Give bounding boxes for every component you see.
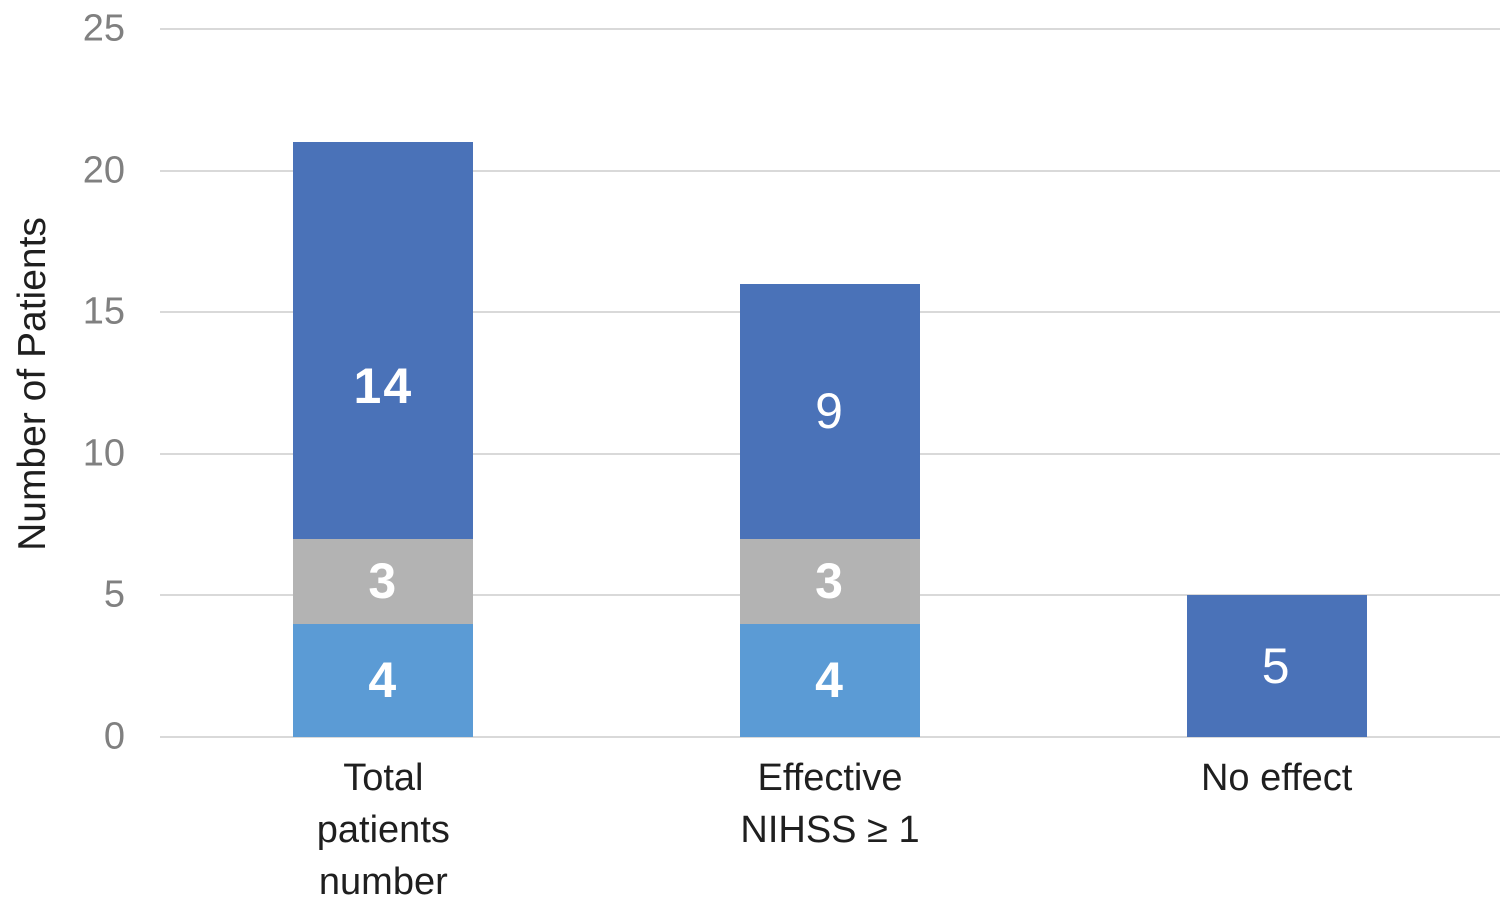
data-label-gray-segment-1: 3	[815, 553, 845, 610]
data-label-gray-segment-0: 3	[368, 553, 399, 610]
data-label-dark-blue-segment-2: 5	[1261, 638, 1292, 695]
gridline-20	[160, 169, 1500, 172]
plot-area: 4 3 14 4 3 9 5	[160, 28, 1500, 738]
y-tick-label-10: 10	[82, 432, 125, 475]
dark-blue-segment-bar-1: 9	[740, 283, 920, 539]
gridline-25	[160, 28, 1500, 30]
y-tick-label-5: 5	[103, 573, 125, 616]
dark-blue-segment-bar-2: 5	[1186, 595, 1367, 737]
light-blue-segment-bar-0: 4	[293, 623, 474, 737]
x-axis-label-line: NIHSS ≥ 1	[740, 809, 920, 851]
y-axis-tick-labels: 0 5 10 15 20 25	[0, 8, 125, 758]
x-axis-label-line: number	[318, 861, 448, 903]
y-tick-label-20: 20	[82, 149, 125, 192]
x-axis-label-2: No effect	[1201, 752, 1352, 804]
data-label-light-blue-segment-1: 4	[815, 652, 845, 709]
dark-blue-segment-bar-0: 14	[293, 142, 474, 539]
gray-segment-bar-1: 3	[740, 538, 920, 624]
y-tick-label-15: 15	[82, 290, 125, 333]
x-axis-label-line: Effective	[757, 757, 903, 799]
x-axis-label-line: patients	[316, 809, 450, 851]
light-blue-segment-bar-1: 4	[740, 623, 920, 737]
gridline-0	[160, 736, 1500, 738]
x-axis-label-line: No effect	[1200, 757, 1353, 799]
x-axis-label-1: Effective NIHSS ≥ 1	[740, 752, 919, 856]
data-label-dark-blue-segment-1: 9	[815, 383, 845, 440]
data-label-light-blue-segment-0: 4	[368, 652, 399, 709]
x-axis-label-line: Total	[343, 757, 424, 799]
x-axis-label-0: Total patients number	[317, 752, 450, 904]
data-label-dark-blue-segment-0: 14	[353, 357, 414, 414]
y-tick-label-0: 0	[103, 715, 125, 758]
y-tick-label-25: 25	[82, 7, 125, 50]
gray-segment-bar-0: 3	[293, 538, 474, 624]
